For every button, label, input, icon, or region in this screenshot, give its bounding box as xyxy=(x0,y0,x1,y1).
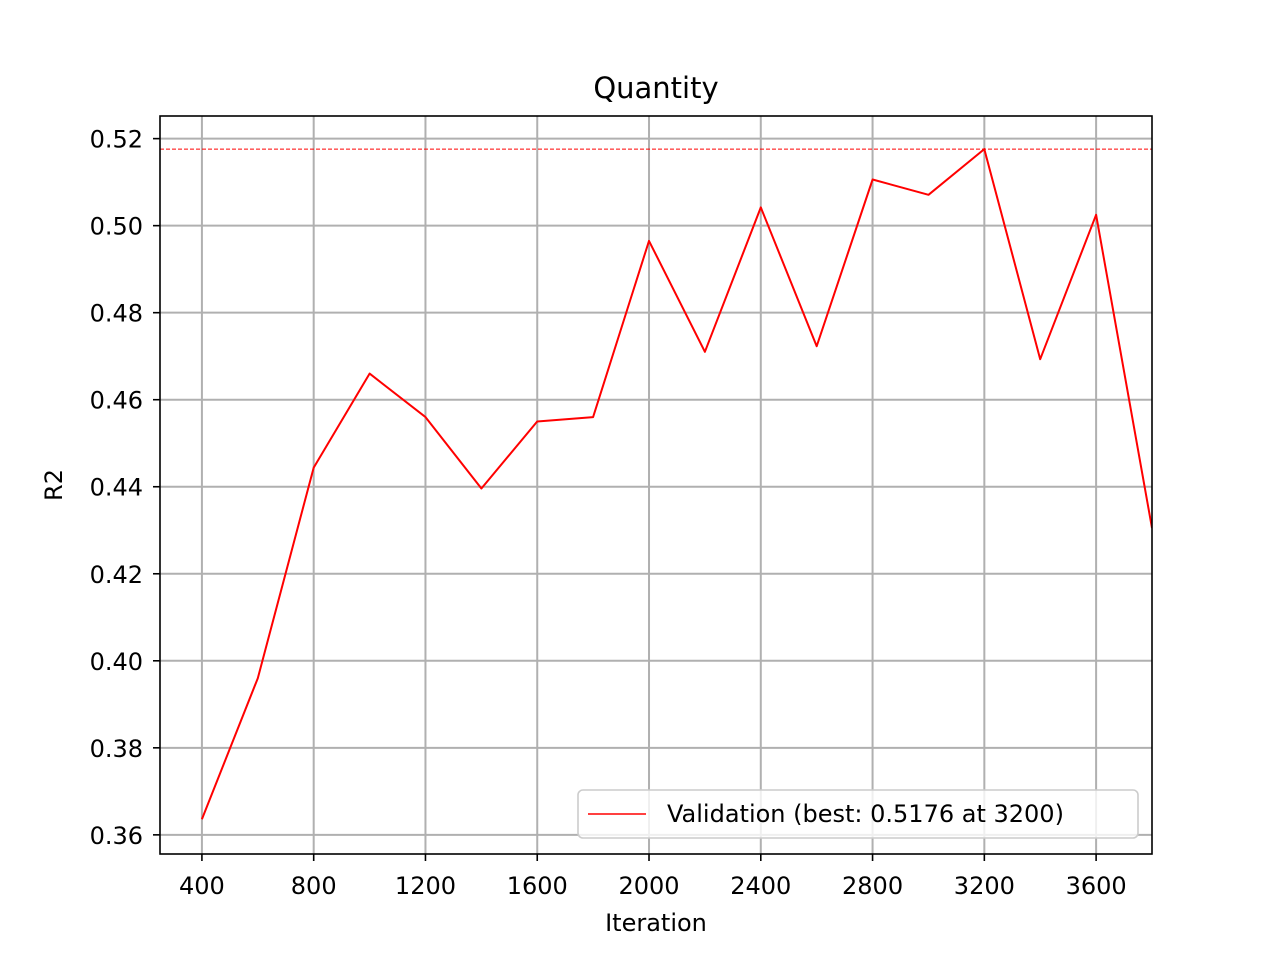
y-tick-label: 0.44 xyxy=(90,474,143,502)
y-tick-label: 0.38 xyxy=(90,735,143,763)
x-tick-label: 2800 xyxy=(842,872,903,900)
series-line-validation xyxy=(200,148,1152,820)
y-tick-label: 0.52 xyxy=(90,126,143,154)
series-layer xyxy=(200,148,1152,820)
y-tick-label: 0.36 xyxy=(90,822,143,850)
plot-frame xyxy=(159,115,1153,855)
x-tick-label: 800 xyxy=(291,872,337,900)
legend-box xyxy=(577,789,1139,839)
x-tick-label: 1600 xyxy=(507,872,568,900)
legend: Validation (best: 0.5176 at 3200) xyxy=(577,789,1139,839)
y-tick-label: 0.42 xyxy=(90,561,143,589)
grid-layer xyxy=(160,116,1152,854)
y-tick-label: 0.48 xyxy=(90,300,143,328)
x-tick-label: 3200 xyxy=(954,872,1015,900)
x-tick-label: 400 xyxy=(179,872,225,900)
y-tick-label: 0.46 xyxy=(90,387,143,415)
x-tick-label: 1200 xyxy=(395,872,456,900)
tick-layer: 400 800 1200 1600 2000 2400 2800 3200 3600 0.36 0.… xyxy=(90,126,1127,900)
x-tick-label: 2000 xyxy=(618,872,679,900)
legend-label-validation: Validation (best: 0.5176 at 3200) xyxy=(667,800,1064,828)
y-axis-label: R2 xyxy=(40,469,68,501)
x-axis-label: Iteration xyxy=(605,909,707,937)
y-tick-label: 0.40 xyxy=(90,648,143,676)
y-tick-label: 0.50 xyxy=(90,213,143,241)
x-tick-label: 2400 xyxy=(730,872,791,900)
chart-title: Quantity xyxy=(593,71,718,105)
x-tick-label: 3600 xyxy=(1066,872,1127,900)
